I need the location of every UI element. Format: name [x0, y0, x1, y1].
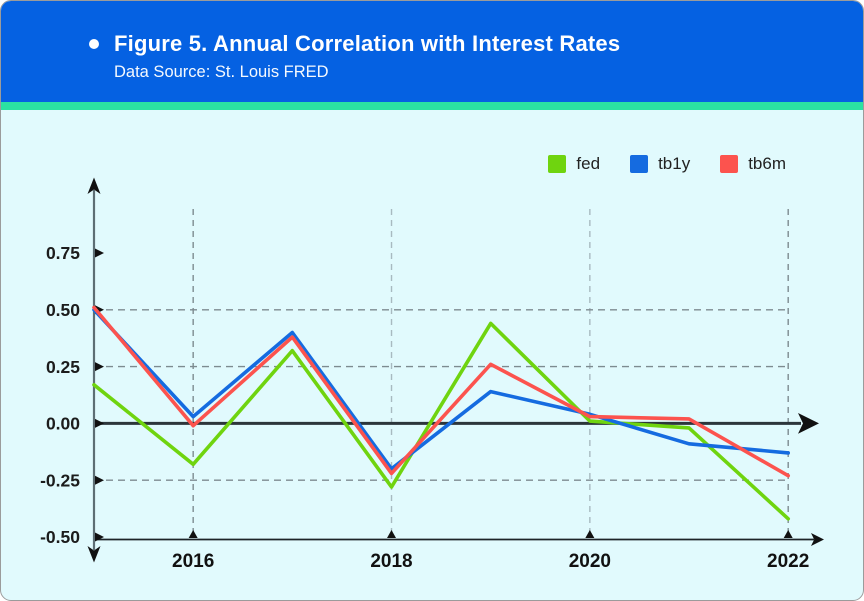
legend-item-tb1y: tb1y [630, 155, 690, 173]
bullet-icon [89, 39, 99, 49]
x-axis-arrow-icon [811, 533, 824, 546]
y-tick-icon-0.25 [95, 362, 104, 372]
y-tick-label: 0.25 [46, 357, 80, 377]
horizontal-gridlines [94, 309, 788, 481]
legend-label-fed: fed [576, 154, 601, 173]
y-axis-top-arrow-icon [87, 177, 101, 194]
figure-title: Figure 5. Annual Correlation with Intere… [114, 31, 621, 56]
x-tick-label: 2016 [172, 551, 214, 572]
x-tick-icon-2018 [387, 530, 397, 538]
series-line-tb6m [92, 305, 791, 478]
y-tick-icon-0.75 [95, 248, 104, 258]
y-tick-label: -0.50 [40, 527, 80, 547]
legend-item-fed: fed [548, 155, 600, 173]
y-tick-icon--0.25 [95, 475, 104, 485]
y-tick-label: -0.25 [40, 470, 80, 490]
legend-swatch-tb6m [720, 155, 739, 173]
y-tick-labels: 0.75 0.50 0.25 0.00 -0.25 -0.50 [40, 243, 104, 547]
y-tick-icon--0.50 [95, 532, 104, 542]
y-axis-bottom-arrow-icon [87, 546, 101, 563]
zero-line-arrow-icon [798, 413, 819, 434]
vertical-gridlines [192, 209, 789, 540]
figure-header: Figure 5. Annual Correlation with Intere… [1, 1, 863, 110]
series-lines [92, 305, 791, 521]
legend-swatch-fed [548, 155, 567, 173]
x-tick-icon-2022 [783, 530, 793, 538]
legend: fed tb1y tb6m [548, 155, 786, 173]
y-tick-label: 0.75 [46, 243, 80, 263]
y-axis [87, 177, 101, 563]
legend-swatch-tb1y [630, 155, 649, 173]
figure-subtitle: Data Source: St. Louis FRED [114, 63, 329, 81]
x-tick-icon-2016 [188, 530, 198, 538]
x-tick-label: 2022 [767, 551, 809, 572]
series-line-tb1y [92, 307, 791, 471]
legend-item-tb6m: tb6m [720, 155, 786, 173]
x-tick-icon-2020 [585, 530, 595, 538]
x-tick-labels: 2016 2018 2020 2022 [172, 530, 809, 572]
y-tick-icon-0.00 [95, 418, 104, 428]
x-tick-label: 2020 [569, 551, 611, 572]
y-tick-label: 0.00 [46, 414, 80, 434]
legend-label-tb6m: tb6m [748, 154, 786, 173]
x-tick-label: 2018 [370, 551, 412, 572]
legend-label-tb1y: tb1y [658, 154, 691, 173]
x-axis [94, 533, 824, 546]
y-tick-label: 0.50 [46, 300, 80, 320]
series-line-fed [92, 321, 791, 521]
